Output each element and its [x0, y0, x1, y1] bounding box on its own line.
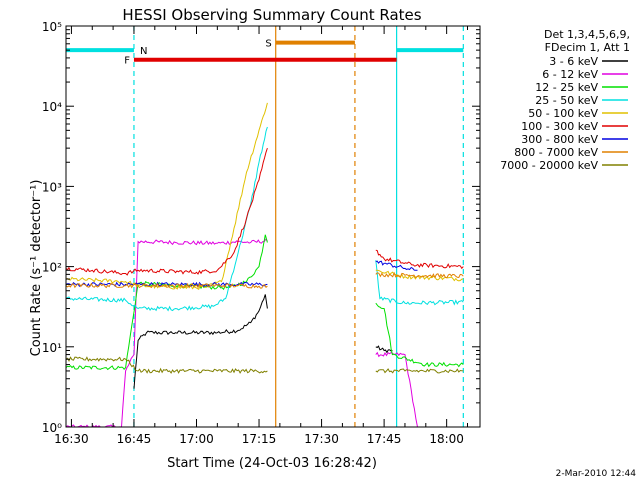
series-7-line-0: [65, 282, 268, 289]
legend-label-5: 100 - 300 keV: [521, 120, 598, 133]
flag-n-label: N: [140, 46, 147, 57]
y-axis-label: Count Rate (s⁻¹ detector⁻¹): [29, 180, 44, 357]
chart-title: HESSI Observing Summary Count Rates: [122, 6, 421, 24]
series-4-line-0: [65, 102, 268, 291]
series-3-line-0: [65, 126, 268, 312]
series-8-line-1: [375, 368, 464, 374]
legend-label-7: 800 - 7000 keV: [514, 146, 598, 159]
series-4-line-1: [375, 269, 464, 282]
x-tick-label-1: 16:45: [117, 432, 152, 446]
y-tick-label-5: 10⁵: [42, 20, 62, 34]
series-7-line-1: [375, 271, 464, 279]
series-3-line-1: [375, 260, 464, 306]
footer-timestamp: 2-Mar-2010 12:44: [556, 469, 637, 479]
plot-frame: [65, 25, 481, 428]
series-6-line-1: [375, 260, 418, 271]
legend-label-1: 6 - 12 keV: [542, 68, 598, 81]
y-tick-label-3: 10³: [42, 180, 62, 194]
x-tick-label-5: 17:45: [367, 432, 402, 446]
y-tick-label-1: 10¹: [42, 341, 62, 355]
legend-header-line-2: FDecim 1, Att 1: [545, 41, 630, 54]
y-tick-label-2: 10²: [42, 261, 62, 275]
series-8-line-0: [65, 356, 268, 374]
plot-layer: NF S: [65, 26, 464, 428]
series-5-line-0: [65, 147, 268, 276]
x-axis-label: Start Time (24-Oct-03 16:28:42): [167, 456, 377, 471]
flag-f-label: F: [124, 56, 130, 67]
x-tick-label-3: 17:15: [242, 432, 277, 446]
y-tick-label-4: 10⁴: [42, 100, 62, 114]
x-tick-label-2: 17:00: [179, 432, 214, 446]
legend-header-line-1: Det 1,3,4,5,6,9,: [544, 28, 630, 41]
series-2-line-1: [375, 302, 464, 368]
series-1-line-0: [65, 238, 268, 428]
series-5-line-1: [375, 249, 464, 270]
legend-label-2: 12 - 25 keV: [535, 81, 598, 94]
legend-label-3: 25 - 50 keV: [535, 94, 598, 107]
series-0-line-0: [133, 294, 268, 389]
flag-s-label: S: [265, 39, 271, 50]
legend-label-8: 7000 - 20000 keV: [500, 159, 598, 172]
axis-layer: 10⁰ 10¹ 10² 10³ 10⁴ 10⁵ 16:30 16:45 17:00 17:15 17…: [42, 20, 480, 446]
legend-label-4: 50 - 100 keV: [528, 107, 598, 120]
x-tick-label-4: 17:30: [304, 432, 339, 446]
series-1-line-1: [375, 351, 418, 428]
y-tick-label-0: 10⁰: [42, 421, 62, 435]
legend-label-6: 300 - 800 keV: [521, 133, 598, 146]
x-tick-label-0: 16:30: [54, 432, 89, 446]
series-0-line-1: [375, 345, 393, 354]
x-tick-label-6: 18:00: [429, 432, 464, 446]
legend-label-0: 3 - 6 keV: [549, 55, 598, 68]
